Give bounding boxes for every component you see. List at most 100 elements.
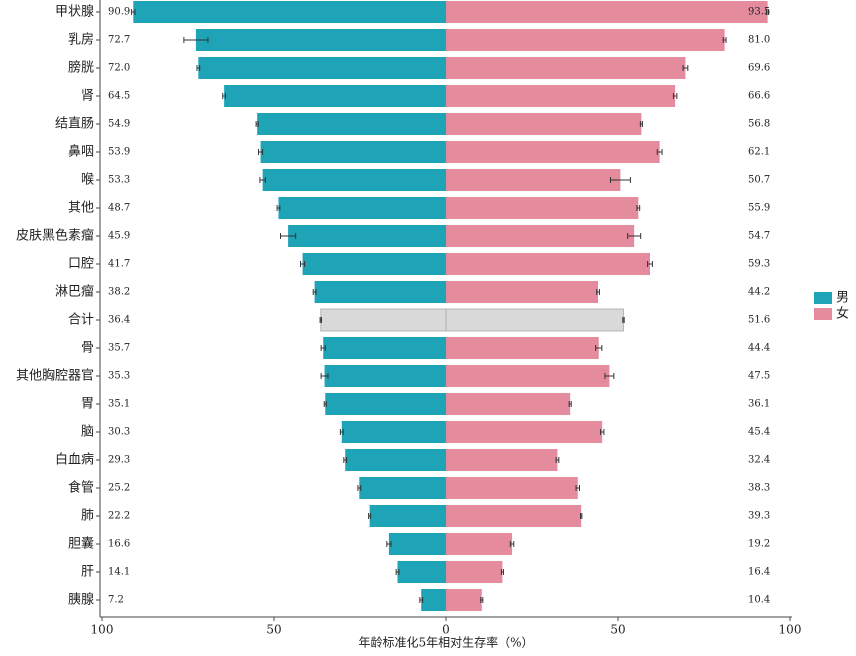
value-label: 45.4 bbox=[748, 427, 770, 438]
x-tick-label: 100 bbox=[91, 623, 114, 637]
value-label: 29.3 bbox=[108, 455, 130, 466]
bar bbox=[323, 337, 446, 359]
value-label: 59.3 bbox=[748, 259, 770, 270]
bar bbox=[421, 589, 446, 611]
bar bbox=[388, 533, 446, 555]
x-axis-title: 年龄标准化5年相对生存率（%） bbox=[358, 635, 533, 650]
bar bbox=[446, 505, 582, 527]
bar bbox=[446, 57, 686, 79]
bar bbox=[446, 169, 621, 191]
bar bbox=[446, 421, 603, 443]
bar bbox=[133, 1, 446, 23]
value-label: 30.3 bbox=[108, 427, 130, 438]
bar bbox=[302, 253, 446, 275]
category-label: 皮肤黑色素瘤 bbox=[16, 228, 94, 244]
value-label: 16.6 bbox=[108, 539, 130, 550]
bar bbox=[320, 308, 447, 332]
legend-label: 女 bbox=[836, 306, 849, 322]
value-label: 93.5 bbox=[748, 7, 770, 18]
value-label: 53.3 bbox=[108, 175, 130, 186]
bar bbox=[446, 589, 482, 611]
value-label: 81.0 bbox=[748, 35, 770, 46]
bar bbox=[341, 421, 446, 443]
bar bbox=[446, 281, 599, 303]
value-label: 36.4 bbox=[108, 315, 130, 326]
bar bbox=[260, 141, 446, 163]
category-label: 甲状腺 bbox=[55, 5, 94, 20]
value-label: 14.1 bbox=[108, 567, 130, 578]
category-label: 白血病 bbox=[55, 452, 94, 468]
category-label: 口腔 bbox=[68, 257, 94, 272]
value-label: 69.6 bbox=[748, 63, 770, 74]
value-label: 35.1 bbox=[108, 399, 130, 410]
bar bbox=[446, 253, 650, 275]
bar bbox=[446, 533, 513, 555]
value-label: 54.7 bbox=[748, 231, 770, 242]
bar bbox=[446, 1, 768, 23]
bar bbox=[359, 477, 446, 499]
bar bbox=[446, 449, 558, 471]
value-label: 55.9 bbox=[748, 203, 770, 214]
x-tick-label: 50 bbox=[610, 623, 625, 637]
bar bbox=[446, 393, 571, 415]
value-label: 32.4 bbox=[748, 455, 770, 466]
value-label: 44.2 bbox=[748, 287, 770, 298]
bar bbox=[288, 225, 446, 247]
category-label: 胆囊 bbox=[68, 536, 94, 552]
bar bbox=[198, 57, 446, 79]
bar bbox=[446, 29, 725, 51]
bar bbox=[397, 561, 446, 583]
x-tick-label: 0 bbox=[442, 623, 450, 637]
category-label: 胰腺 bbox=[68, 593, 94, 608]
bar bbox=[446, 337, 599, 359]
category-label: 肾 bbox=[81, 89, 94, 104]
bar bbox=[325, 393, 446, 415]
category-label: 结直肠 bbox=[55, 117, 94, 132]
category-label: 膀胱 bbox=[68, 60, 94, 76]
bar bbox=[314, 281, 446, 303]
category-label: 脑 bbox=[81, 425, 94, 440]
value-label: 41.7 bbox=[108, 259, 130, 270]
value-label: 16.4 bbox=[748, 567, 770, 578]
bar bbox=[446, 85, 676, 107]
category-label: 胃 bbox=[81, 397, 94, 412]
value-label: 90.9 bbox=[108, 7, 130, 18]
bar bbox=[446, 561, 503, 583]
value-label: 45.9 bbox=[108, 231, 130, 242]
value-label: 44.4 bbox=[748, 343, 770, 354]
value-label: 25.2 bbox=[108, 483, 130, 494]
value-label: 72.7 bbox=[108, 35, 130, 46]
value-label: 47.5 bbox=[748, 371, 770, 382]
bar bbox=[446, 365, 610, 387]
value-label: 66.6 bbox=[748, 91, 770, 102]
value-label: 19.2 bbox=[748, 539, 770, 550]
x-tick-label: 50 bbox=[266, 623, 281, 637]
category-label: 鼻咽 bbox=[68, 144, 94, 160]
value-label: 64.5 bbox=[108, 91, 130, 102]
value-label: 72.0 bbox=[108, 63, 130, 74]
x-tick-label: 100 bbox=[779, 623, 802, 637]
category-label: 合计 bbox=[68, 313, 94, 328]
bar bbox=[446, 113, 642, 135]
category-label: 骨 bbox=[81, 341, 94, 356]
category-label: 肝 bbox=[81, 565, 94, 580]
value-label: 39.3 bbox=[748, 511, 770, 522]
value-label: 51.6 bbox=[748, 315, 770, 326]
bar bbox=[345, 449, 446, 471]
bar bbox=[446, 197, 639, 219]
value-label: 50.7 bbox=[748, 175, 770, 186]
bar bbox=[369, 505, 446, 527]
legend-swatch bbox=[814, 292, 832, 304]
category-label: 食管 bbox=[68, 480, 94, 496]
bar bbox=[446, 225, 635, 247]
value-label: 56.8 bbox=[748, 119, 770, 130]
bar bbox=[446, 141, 660, 163]
value-label: 22.2 bbox=[108, 511, 130, 522]
category-label: 其他 bbox=[68, 201, 94, 216]
value-label: 53.9 bbox=[108, 147, 130, 158]
value-label: 35.7 bbox=[108, 343, 130, 354]
legend-swatch bbox=[814, 308, 832, 320]
bar bbox=[446, 477, 578, 499]
value-label: 48.7 bbox=[108, 203, 130, 214]
